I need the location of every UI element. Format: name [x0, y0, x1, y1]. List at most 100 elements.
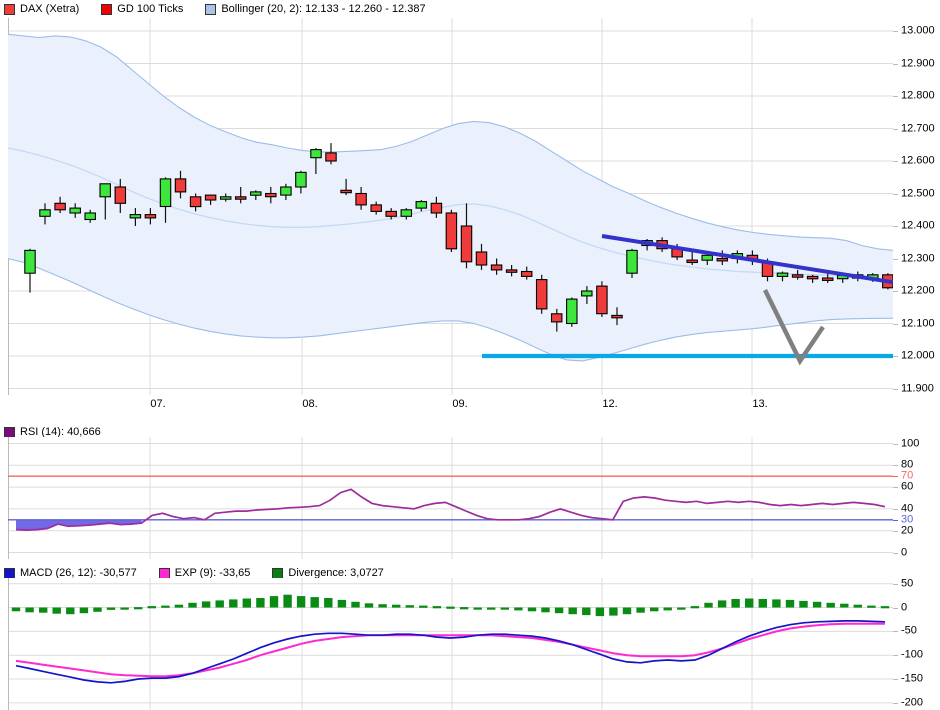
legend-entry-macd[interactable]: MACD (26, 12): -30,577	[4, 567, 137, 579]
legend-entry-gd100[interactable]: GD 100 Ticks	[101, 3, 183, 15]
candlestick	[174, 170, 187, 199]
price-panel: 13.000 12.900 12.800 12.700 12.600 12.500 12.4…	[0, 18, 940, 417]
candlestick	[84, 209, 96, 223]
macd-plot-area[interactable]	[8, 578, 893, 710]
legend-entry-exp[interactable]: EXP (9): -33,65	[158, 567, 251, 579]
rsi-axis-label: 60	[901, 480, 914, 493]
axis-tick	[893, 128, 898, 130]
macd-histogram-bar	[52, 607, 61, 614]
price-axis-label: 12.300	[901, 252, 935, 264]
macd-axis-label: 50	[901, 577, 914, 590]
macd-histogram-bar	[66, 607, 75, 615]
candlestick	[54, 196, 66, 213]
macd-histogram-bar	[622, 607, 632, 615]
axis-tick	[893, 607, 898, 609]
price-axis-label: 12.900	[901, 57, 935, 69]
macd-histogram-bar	[378, 604, 387, 608]
candlestick	[310, 148, 322, 174]
macd-histogram-bar	[337, 599, 347, 608]
rsi-axis-label: 80	[901, 458, 914, 471]
legend-label-macd: MACD (26, 12): -30,577	[20, 567, 137, 579]
macd-axis-label: -200	[901, 696, 924, 709]
candlestick	[24, 248, 36, 293]
macd-legend: MACD (26, 12): -30,577 EXP (9): -33,65 D…	[0, 564, 940, 582]
macd-histogram-bar	[853, 604, 862, 608]
color-swatch-divergence	[272, 567, 284, 579]
rsi-axis-label: 0	[901, 546, 908, 558]
candlestick	[265, 187, 277, 204]
axis-tick	[893, 508, 898, 510]
axis-tick	[893, 443, 898, 445]
axis-tick	[893, 226, 898, 227]
axis-tick	[893, 519, 898, 521]
macd-histogram-bar	[134, 607, 143, 610]
candlestick	[159, 177, 172, 223]
macd-histogram-bar	[106, 607, 116, 610]
macd-histogram-bar	[595, 607, 605, 617]
macd-histogram-bar	[79, 607, 89, 614]
date-label: 08.	[302, 398, 318, 410]
axis-tick	[893, 96, 898, 97]
macd-histogram-bar	[758, 599, 767, 608]
candlestick	[716, 250, 729, 265]
candlestick	[460, 203, 473, 269]
candlestick	[776, 271, 789, 282]
axis-tick	[893, 679, 898, 680]
macd-axis-label: 0	[901, 601, 908, 613]
date-label: 13.	[752, 398, 768, 410]
price-legend: DAX (Xetra) GD 100 Ticks Bollinger (20, …	[0, 0, 940, 18]
macd-histogram-bar	[636, 607, 645, 613]
candlestick	[204, 194, 217, 205]
legend-label-gd100: GD 100 Ticks	[117, 3, 184, 15]
candlestick	[596, 281, 608, 317]
macd-histogram-bar	[554, 607, 564, 614]
candlestick	[129, 208, 142, 226]
macd-histogram-bar	[174, 604, 184, 608]
projected-move-annotation[interactable]	[762, 289, 825, 366]
candlestick	[566, 297, 578, 327]
candlestick	[189, 193, 202, 212]
macd-signal-line	[15, 622, 885, 678]
axis-tick	[893, 583, 898, 585]
price-axis-label: 11.900	[901, 382, 934, 394]
legend-entry-bollinger[interactable]: Bollinger (20, 2): 12.133 - 12.260 - 12.…	[205, 3, 426, 15]
candlestick	[340, 178, 352, 196]
legend-label-divergence: Divergence: 3,0727	[288, 567, 384, 579]
macd-histogram-bar	[296, 596, 306, 608]
resistance-trendline[interactable]	[601, 234, 893, 285]
price-axis-label: 12.700	[901, 122, 935, 134]
macd-histogram-bar	[215, 600, 224, 608]
candlestick	[821, 273, 834, 283]
rsi-axis-label: 100	[901, 437, 920, 449]
macd-histogram-bar	[229, 599, 238, 608]
candlestick	[626, 248, 638, 278]
macd-histogram-bar	[188, 602, 197, 608]
candlestick	[475, 243, 488, 270]
legend-entry-dax[interactable]: DAX (Xetra)	[4, 3, 79, 15]
macd-histogram-bar	[582, 607, 591, 616]
macd-histogram-bar	[93, 607, 102, 612]
price-axis-label: 12.000	[901, 349, 935, 362]
macd-histogram-bar	[256, 598, 265, 608]
price-axis-label: 12.400	[901, 219, 935, 232]
legend-label-exp: EXP (9): -33,65	[174, 567, 251, 579]
axis-tick	[893, 530, 898, 532]
candlestick	[355, 187, 367, 210]
legend-label-bollinger: Bollinger (20, 2): 12.133 - 12.260 - 12.…	[221, 3, 426, 15]
rsi-legend: RSI (14): 40,666	[0, 423, 940, 441]
candlestick	[581, 286, 593, 304]
candlestick	[550, 308, 563, 332]
macd-histogram-bar	[704, 602, 713, 608]
axis-tick	[893, 63, 898, 65]
rsi-axis-label: 20	[901, 524, 914, 537]
axis-tick	[893, 31, 898, 32]
rsi-plot-area[interactable]	[8, 437, 893, 559]
axis-tick	[893, 631, 898, 633]
candlestick	[520, 266, 533, 280]
price-plot-area[interactable]	[8, 18, 893, 395]
macd-histogram-bar	[11, 607, 21, 612]
axis-tick	[893, 552, 898, 554]
macd-histogram-bar	[500, 607, 509, 610]
macd-histogram-bar	[785, 599, 795, 608]
rsi-axis-label: 40	[901, 502, 914, 515]
